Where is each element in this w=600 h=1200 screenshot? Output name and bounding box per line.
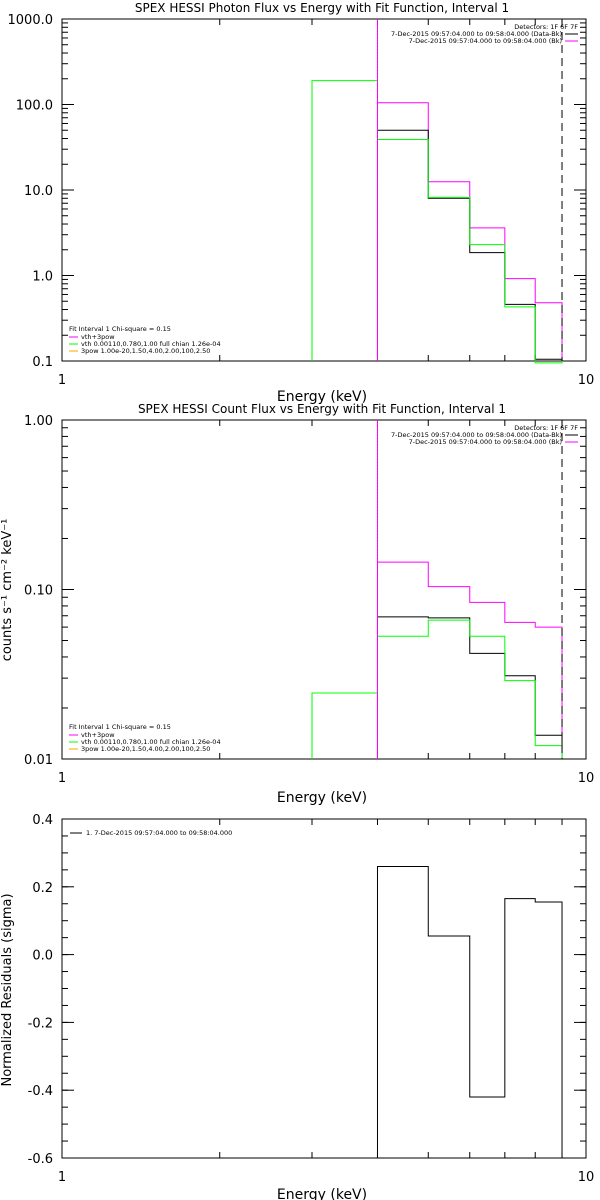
legend-entry: vth+3pow (81, 333, 115, 341)
detector-annotation: 7-Dec-2015 09:57:04.000 to 09:58:04.000 … (409, 438, 562, 446)
chart-title: SPEX HESSI Photon Flux vs Energy with Fi… (135, 1, 509, 15)
legend-header: Fit Interval 1 Chi-square = 0.15 (69, 723, 171, 731)
series-line (376, 129, 563, 361)
y-tick-label: 0.4 (32, 813, 53, 828)
x-axis-label: Energy (keV) (277, 389, 367, 405)
series-line (376, 865, 563, 1158)
x-tick-label: 10 (578, 771, 595, 786)
y-tick-label: 0.0 (32, 949, 53, 964)
x-tick-label: 1 (58, 373, 66, 388)
y-axis-label: counts s⁻¹ cm⁻² keV⁻¹ (0, 519, 15, 662)
y-tick-label: 0.10 (24, 584, 53, 599)
series-line (311, 619, 563, 759)
detector-annotation: Detectors: 1F 6F 7F (514, 23, 578, 31)
y-tick-label: 1000.0 (8, 13, 54, 28)
series-line (376, 561, 563, 759)
y-tick-label: 0.1 (32, 355, 53, 370)
chart-title: SPEX HESSI Count Flux vs Energy with Fit… (138, 402, 506, 416)
residuals-panel: Energy (keV) Normalized Residuals (sigma… (0, 813, 594, 1200)
plot-frame (61, 818, 587, 1159)
detector-annotation: Detectors: 1F 6F 7F (514, 424, 578, 432)
y-tick-label: 0.01 (24, 753, 53, 768)
count-flux-panel: SPEX HESSI Count Flux vs Energy with Fit… (0, 402, 594, 806)
x-tick-label: 1 (58, 1170, 66, 1185)
x-axis-label: Energy (keV) (277, 1187, 367, 1200)
x-axis-label: Energy (keV) (277, 790, 367, 806)
y-tick-label: -0.4 (28, 1084, 53, 1099)
y-tick-label: 100.0 (16, 99, 53, 114)
y-tick-label: 1.0 (32, 270, 53, 285)
y-axis-label: Normalized Residuals (sigma) (0, 893, 15, 1086)
x-tick-label: 10 (578, 1170, 595, 1185)
legend-entry: 1. 7-Dec-2015 09:57:04.000 to 09:58:04.0… (86, 829, 232, 837)
legend-entry: vth 0.00110,0.780,1.00 full chian 1.26e-… (81, 738, 221, 746)
x-tick-label: 10 (578, 373, 595, 388)
plot-frame (61, 18, 587, 362)
y-tick-label: 10.0 (24, 184, 53, 199)
y-tick-label: -0.2 (28, 1016, 53, 1031)
detector-annotation: 7-Dec-2015 09:57:04.000 to 09:58:04.000 … (391, 30, 562, 38)
legend-entry: 3pow 1.00e-20,1.50,4.00,2.00,100,2.50 (81, 347, 210, 355)
photon-flux-panel: SPEX HESSI Photon Flux vs Energy with Fi… (8, 1, 595, 405)
x-tick-label: 1 (58, 771, 66, 786)
series-line (311, 80, 563, 364)
legend-entry: 3pow 1.00e-20,1.50,4.00,2.00,100,2.50 (81, 745, 210, 753)
series-line (376, 616, 563, 759)
legend-entry: vth 0.00110,0.780,1.00 full chian 1.26e-… (81, 340, 221, 348)
legend-entry: vth+3pow (81, 731, 115, 739)
y-tick-label: -0.6 (28, 1152, 53, 1167)
plot-frame (61, 419, 587, 760)
detector-annotation: 7-Dec-2015 09:57:04.000 to 09:58:04.000 … (409, 37, 562, 45)
legend-header: Fit Interval 1 Chi-square = 0.15 (69, 325, 171, 333)
y-tick-label: 0.2 (32, 881, 53, 896)
series-line (376, 102, 563, 361)
y-tick-label: 1.00 (24, 414, 53, 429)
detector-annotation: 7-Dec-2015 09:57:04.000 to 09:58:04.000 … (391, 431, 562, 439)
